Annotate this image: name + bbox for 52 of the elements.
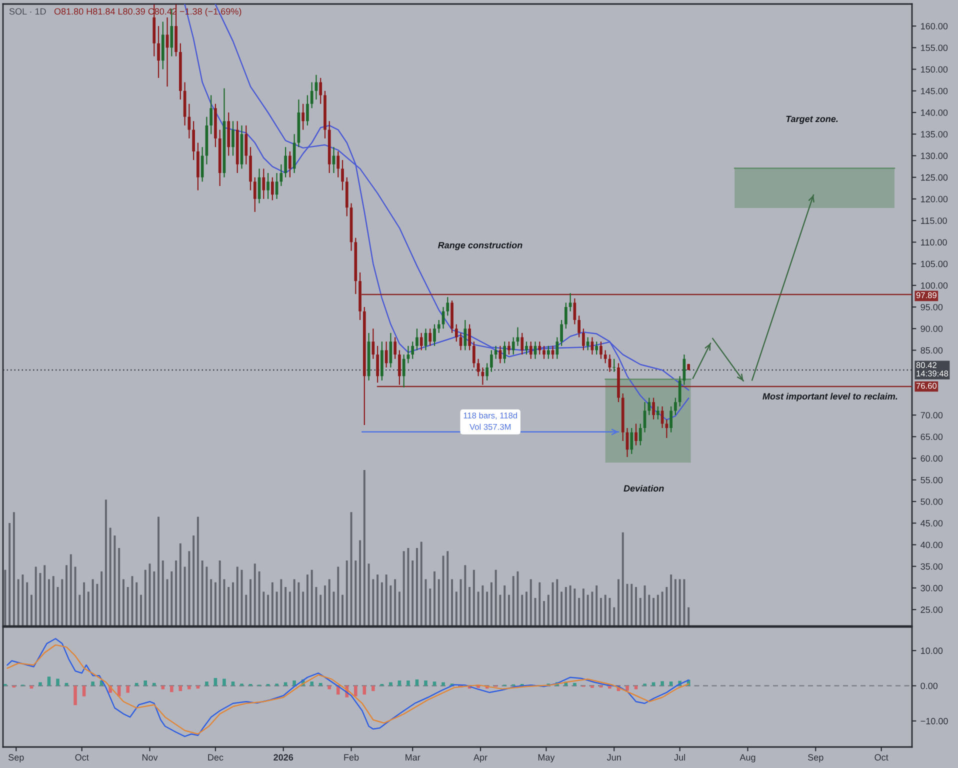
y-tick-label: 130.00 [921,152,948,160]
chart-title: SOL · 1D [9,8,46,15]
y-tick-label: 25.00 [920,606,943,613]
y-tick-label: 30.00 [920,584,943,592]
y-tick-label: 105.00 [921,260,948,268]
y-tick-label: 125.00 [921,174,948,181]
ref-line-label: 80.42 14:39:48 [916,362,948,376]
y-tick-label: 115.00 [921,218,947,224]
x-tick-label: 2026 [274,754,294,761]
y-tick-label: 135.00 [921,131,948,138]
y-tick-label: 10.00 [921,648,943,654]
x-tick-label: Sep [8,754,24,762]
x-tick-label: Feb [344,754,359,761]
y-tick-label: 145.00 [921,88,948,94]
y-tick-label: 95.00 [920,304,943,310]
y-tick-label: 40.00 [920,542,943,548]
y-tick-label: 110.00 [921,239,947,246]
y-tick-label: 0.00 [920,682,938,690]
data-label: 97.89 [916,292,936,298]
y-tick-label: 140.00 [921,109,948,116]
annotation: Target zone. [786,116,838,124]
x-tick-label: Aug [740,754,756,762]
y-tick-label: 120.00 [921,196,948,202]
x-tick-label: Dec [208,754,224,761]
y-tick-label: 160.00 [921,23,948,30]
x-tick-label: Nov [142,754,158,761]
x-tick-label: Oct [874,754,888,761]
annotation: Deviation [624,484,664,492]
y-tick-label: 85.00 [920,347,943,354]
y-tick-label: 60.00 [920,455,943,462]
annotation: Range construction [438,242,522,250]
y-tick-label: 150.00 [921,66,948,73]
y-tick-label: 90.00 [920,326,943,332]
y-tick-label: 70.00 [920,412,943,418]
y-tick-label: 45.00 [920,520,943,526]
x-tick-label: Apr [473,754,488,762]
y-tick-label: 55.00 [920,476,943,484]
x-tick-label: Oct [75,754,89,761]
x-tick-label: Jul [674,754,685,761]
x-tick-label: May [538,754,555,762]
y-tick-label: −10.00 [920,718,948,724]
y-tick-label: 155.00 [921,44,948,52]
x-tick-label: Sep [808,754,824,762]
series-label: 118 bars, 118d Vol 357.3M [464,412,518,430]
x-tick-label: Jun [606,754,621,761]
data-label: 76.60 [916,382,937,389]
y-tick-label: 100.00 [921,282,948,289]
annotation: Most important level to reclaim. [762,392,898,402]
x-tick-label: Mar [406,754,420,761]
y-tick-label: 35.00 [920,563,943,570]
y-tick-label: 50.00 [920,498,943,505]
y-tick-label: 65.00 [920,434,943,440]
